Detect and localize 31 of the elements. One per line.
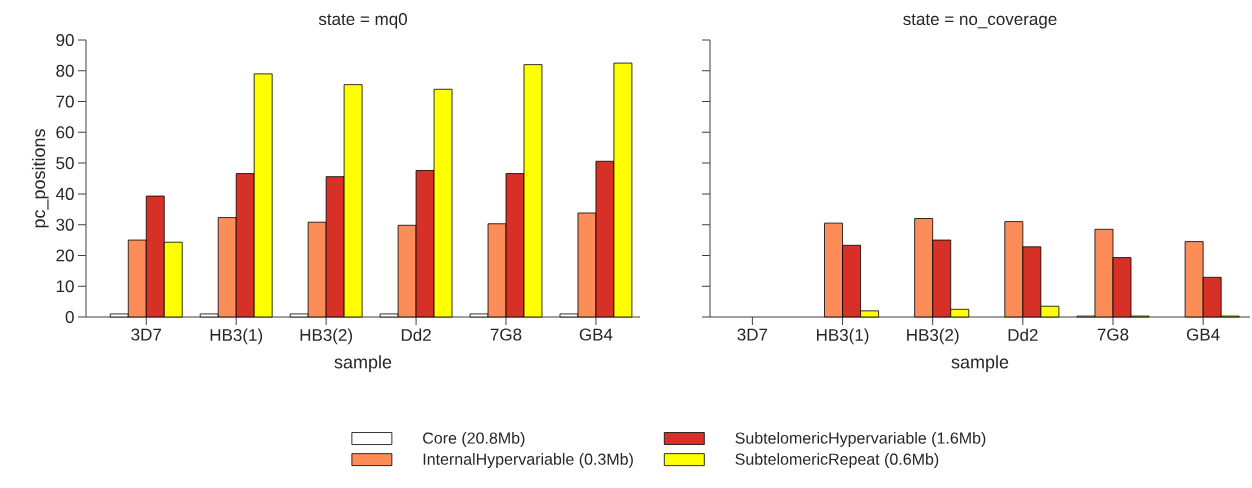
x-axis-title: sample (334, 355, 392, 373)
x-tick-label: 3D7 (131, 328, 161, 341)
legend-label: SubtelomericHypervariable (1.6Mb) (735, 432, 986, 447)
x-tick-label: HB3(2) (300, 328, 352, 345)
x-tick-label: 7G8 (490, 328, 522, 341)
legend-label: InternalHypervariable (0.3Mb) (423, 453, 633, 469)
y-tick-label: 10 (56, 280, 74, 293)
y-tick-label: 70 (56, 95, 74, 108)
legend-label: Core (20.8Mb) (423, 432, 525, 447)
x-tick-label: 3D7 (737, 328, 768, 341)
legend-label: SubtelomericRepeat (0.6Mb) (735, 453, 939, 469)
x-tick-label: Dd2 (401, 328, 431, 342)
x-tick-label: 7G8 (1097, 328, 1129, 341)
chart-title: state = no_coverage (903, 13, 1057, 29)
x-tick-label: GB4 (1186, 328, 1220, 341)
x-tick-label: HB3(2) (907, 328, 959, 345)
y-tick-label: 90 (56, 33, 74, 47)
y-tick-label: 50 (56, 157, 74, 170)
y-tick-label: 80 (56, 64, 74, 77)
x-tick-label: Dd2 (1008, 328, 1038, 342)
y-tick-label: 0 (65, 310, 74, 324)
y-tick-label: 60 (56, 126, 74, 139)
x-tick-label: HB3(1) (817, 328, 869, 345)
x-axis-title: sample (951, 355, 1009, 373)
chart-title: state = mq0 (318, 13, 407, 29)
x-tick-label: HB3(1) (210, 328, 263, 345)
y-axis-title: pc_positions (31, 129, 49, 228)
x-tick-label: GB4 (579, 328, 613, 341)
y-tick-label: 30 (56, 218, 74, 231)
y-tick-label: 40 (55, 187, 74, 200)
y-tick-label: 20 (56, 249, 74, 262)
